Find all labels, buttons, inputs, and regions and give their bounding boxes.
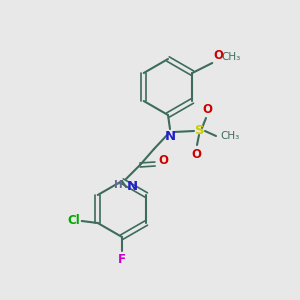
Text: O: O [158, 154, 168, 167]
Text: CH₃: CH₃ [220, 131, 239, 141]
Text: CH₃: CH₃ [221, 52, 241, 62]
Text: H: H [114, 180, 123, 190]
Text: N: N [127, 180, 138, 193]
Text: O: O [191, 148, 201, 161]
Text: N: N [164, 130, 175, 143]
Text: O: O [202, 103, 212, 116]
Text: S: S [195, 124, 205, 137]
Text: O: O [213, 49, 223, 62]
Text: F: F [118, 253, 126, 266]
Text: Cl: Cl [67, 214, 80, 226]
